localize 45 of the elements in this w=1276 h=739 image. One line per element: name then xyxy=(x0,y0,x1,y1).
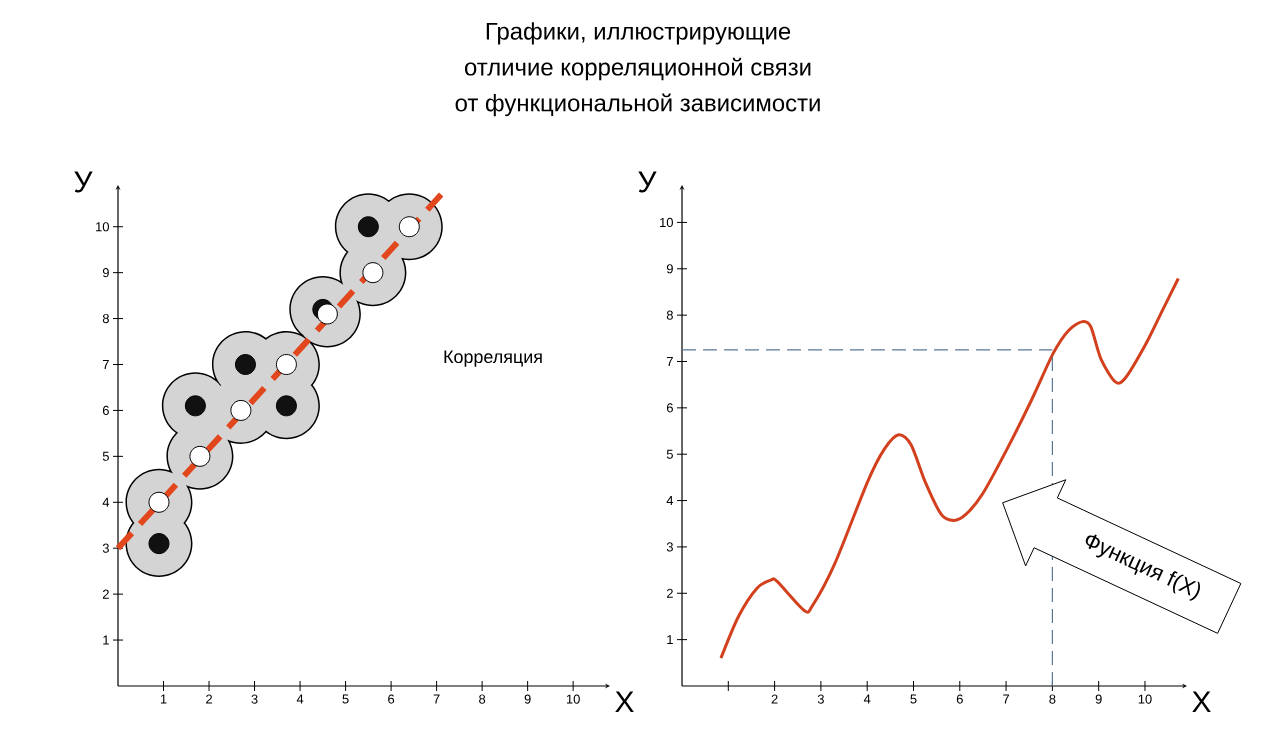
x-tick-label: 2 xyxy=(206,694,212,704)
annotation: Корреляция xyxy=(444,350,542,367)
x-tick-label: 2 xyxy=(771,694,778,704)
y-tick-label: 1 xyxy=(667,635,673,645)
y-tick-label: 6 xyxy=(102,405,109,416)
x-tick-label: 4 xyxy=(296,694,304,704)
y-tick-label: 1 xyxy=(103,635,109,645)
x-tick-label: 7 xyxy=(1003,694,1010,704)
x-axis-title: X xyxy=(1192,691,1211,713)
y-tick-label: 3 xyxy=(102,543,109,553)
y-axis-title: У xyxy=(638,171,657,193)
y-tick-label: 5 xyxy=(666,449,673,459)
x-tick-label: 9 xyxy=(524,694,531,704)
x-tick-label: 6 xyxy=(956,694,963,704)
y-tick-label: 9 xyxy=(666,264,673,274)
chart-title: Графики, иллюстрирующие отличие корреляционной связи от функциональной зависимости xyxy=(455,22,820,117)
x-tick-label: 4 xyxy=(863,694,871,704)
x-tick-label: 9 xyxy=(1095,694,1102,704)
x-tick-label: 5 xyxy=(910,694,917,704)
y-tick-label: 7 xyxy=(102,360,109,369)
y-tick-label: 4 xyxy=(666,496,674,506)
y-axis-title: У xyxy=(74,171,93,193)
x-tick-label: 7 xyxy=(433,694,440,704)
y-tick-label: 10 xyxy=(660,217,673,228)
x-tick-label: 3 xyxy=(817,694,824,704)
y-tick-label: 8 xyxy=(102,313,109,324)
y-tick-label: 4 xyxy=(102,497,110,507)
x-tick-label: 8 xyxy=(479,694,486,704)
y-tick-label: 3 xyxy=(666,542,673,552)
x-tick-label: 10 xyxy=(1138,694,1152,704)
y-tick-label: 2 xyxy=(666,588,673,598)
y-tick-label: 5 xyxy=(102,451,109,461)
y-tick-label: 10 xyxy=(96,222,109,232)
x-tick-label: 5 xyxy=(342,694,349,704)
y-tick-label: 7 xyxy=(666,357,673,366)
x-tick-label: 1 xyxy=(160,694,167,704)
y-tick-label: 9 xyxy=(102,268,109,278)
x-tick-label: 10 xyxy=(566,694,580,704)
y-tick-label: 6 xyxy=(666,403,673,413)
x-tick-label: 6 xyxy=(388,694,395,704)
x-axis-title: X xyxy=(615,691,634,713)
y-tick-label: 2 xyxy=(102,589,109,599)
x-tick-label: 3 xyxy=(251,694,258,704)
x-tick-label: 8 xyxy=(1049,694,1056,704)
y-tick-label: 8 xyxy=(666,310,673,320)
